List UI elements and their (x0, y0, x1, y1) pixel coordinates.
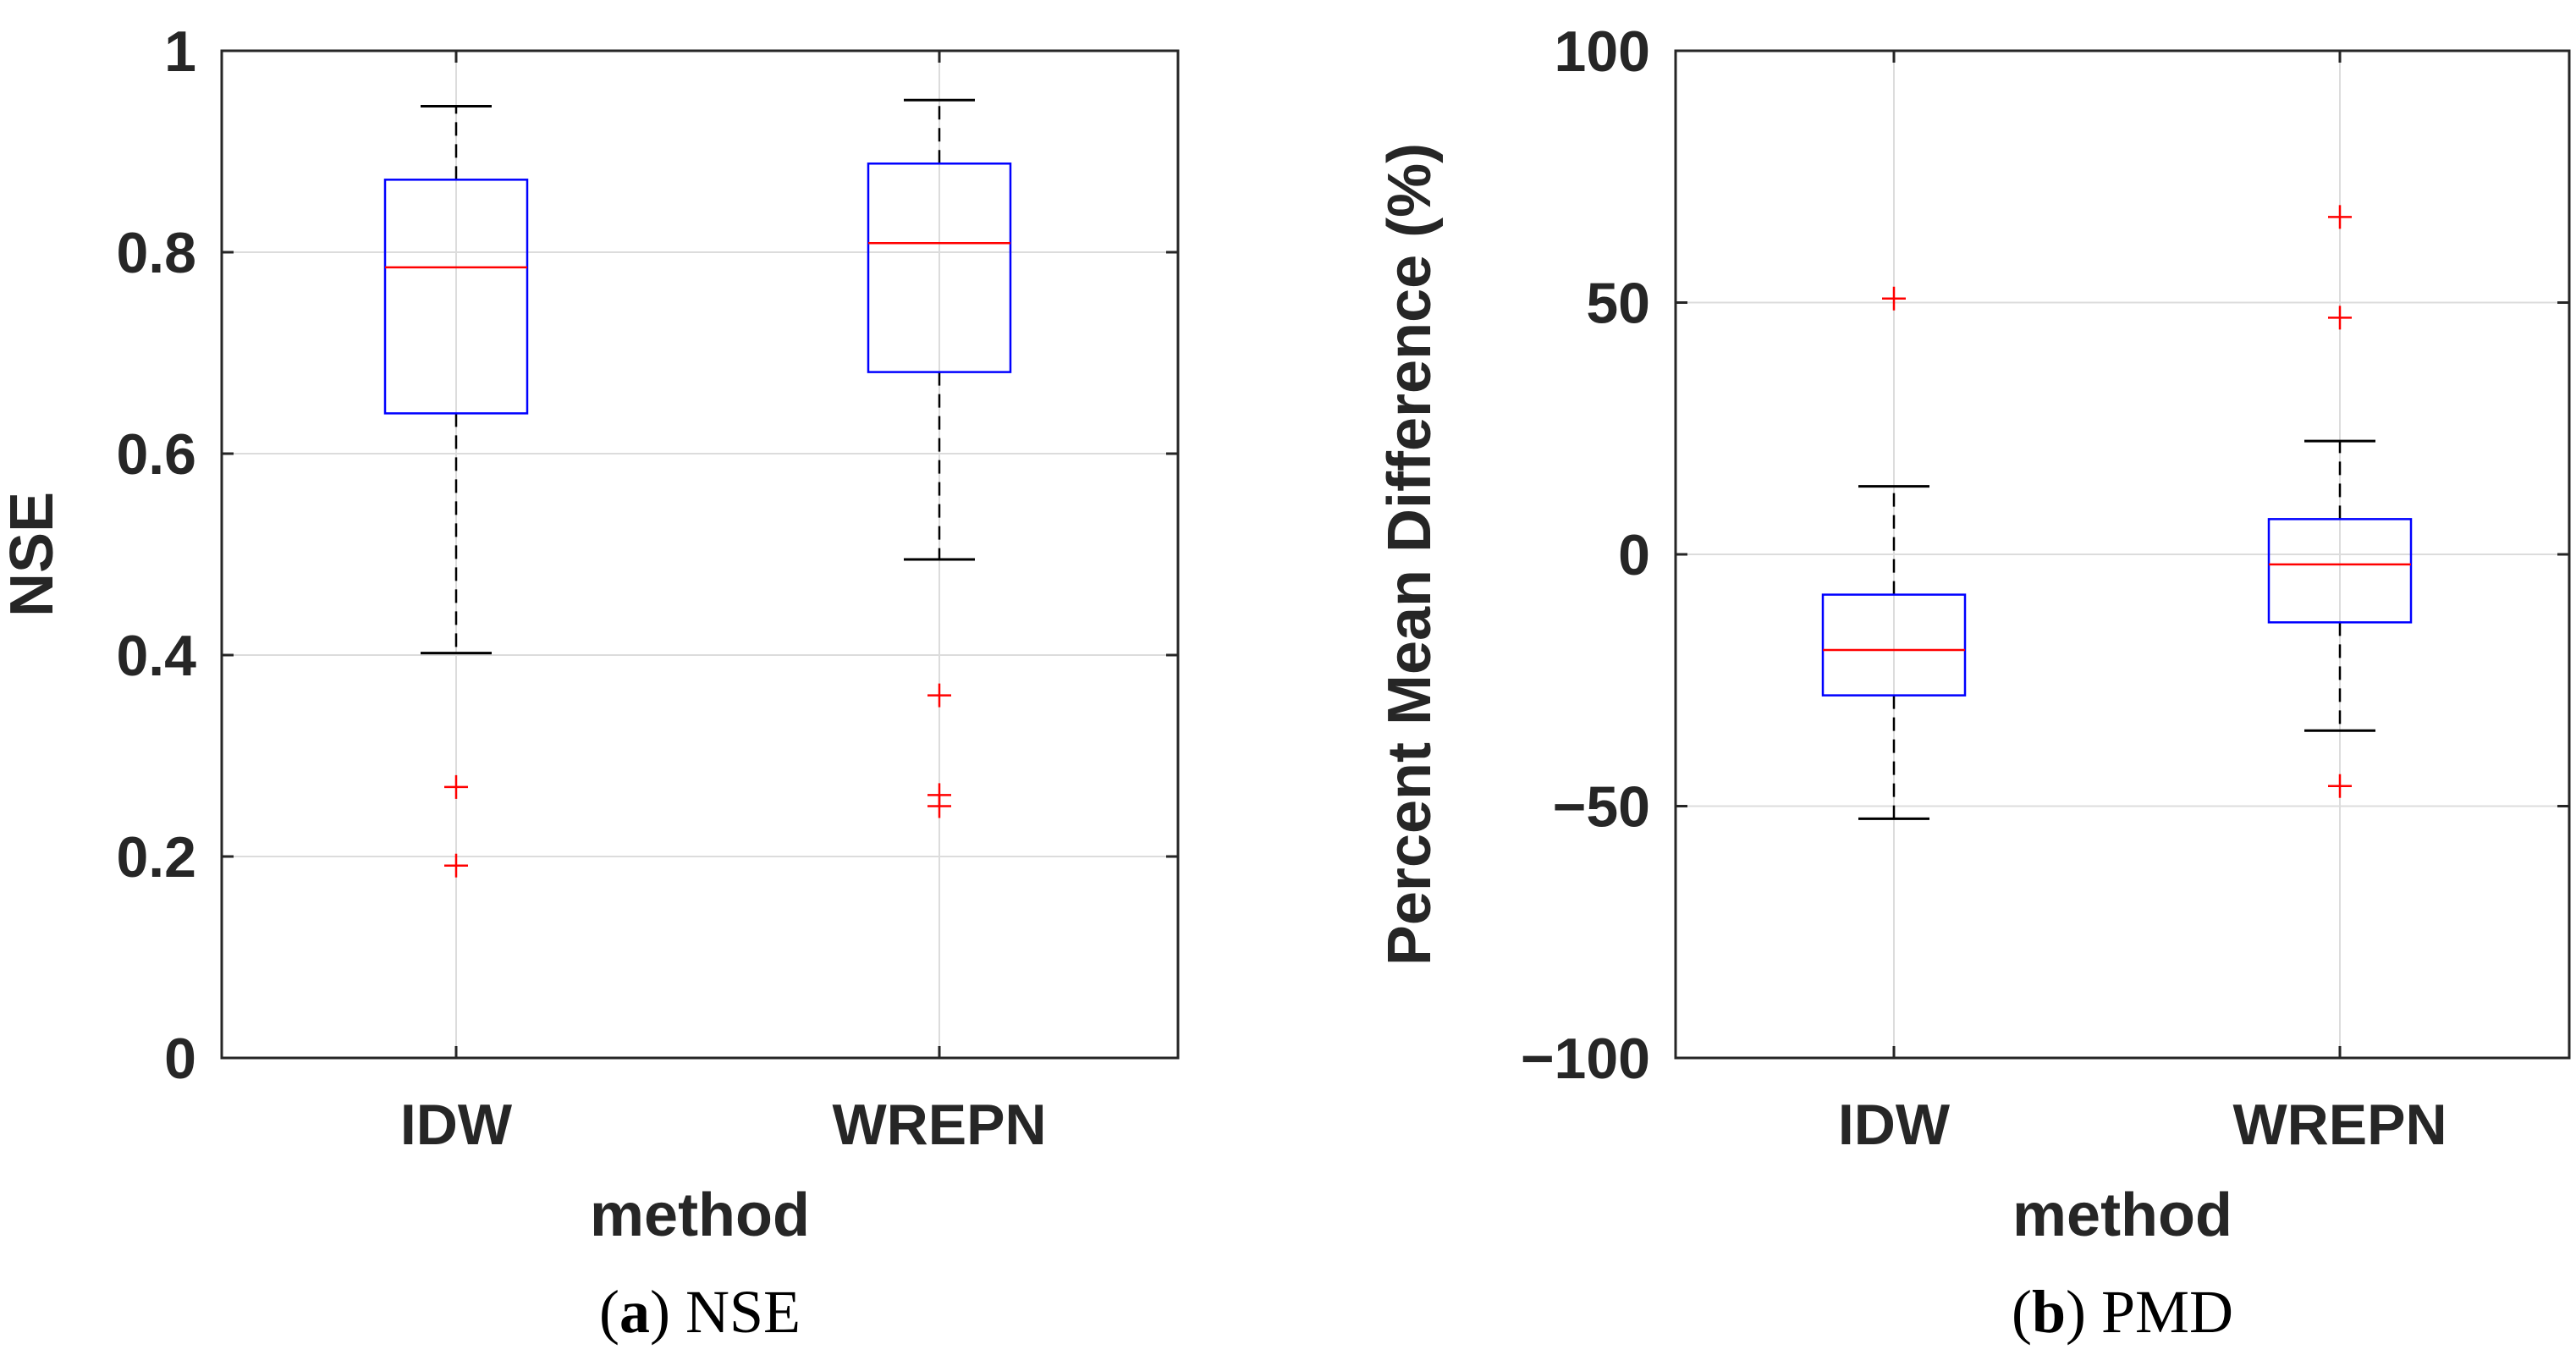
outlier-marker (2328, 306, 2352, 330)
caption-close-paren: ) (2066, 1278, 2101, 1346)
panel-a-ytick-label: 0 (164, 1027, 196, 1091)
outlier-marker (444, 774, 468, 799)
iqr-box (1821, 593, 1967, 697)
iqr-box (2267, 518, 2413, 624)
outlier-marker (2328, 774, 2352, 798)
caption-text: NSE (685, 1278, 801, 1346)
panel-b-box-idw (1821, 286, 1967, 820)
panel-a-box-idw (383, 104, 529, 878)
caption-close-paren: ) (650, 1278, 685, 1346)
iqr-box (867, 162, 1012, 373)
panel-a-xtick-label-idw: IDW (400, 1093, 513, 1157)
panel-b-ytick-label: 100 (1555, 19, 1650, 84)
panel-b-ytick-label: −50 (1553, 775, 1650, 840)
caption-open-paren: ( (2012, 1278, 2032, 1346)
panel-a-ytick-label: 0.4 (116, 624, 196, 688)
panel-b-box-wrepn (2267, 205, 2413, 798)
outlier-marker (2328, 205, 2352, 229)
panel-a-xtick-label-wrepn: WREPN (832, 1093, 1046, 1157)
outlier-marker (1882, 286, 1906, 311)
panel-a-ytick-label: 0.8 (116, 221, 196, 285)
panel-b-ytick-label: 50 (1586, 272, 1650, 336)
caption-tag: b (2032, 1278, 2066, 1346)
outlier-marker (927, 683, 951, 708)
caption-text: PMD (2101, 1278, 2233, 1346)
caption-open-paren: ( (599, 1278, 619, 1346)
panel-a-ytick-label: 0.6 (116, 422, 196, 487)
panel-b-ytick-label: 0 (1618, 523, 1650, 587)
panel-b-caption: (b) PMD (2012, 1278, 2233, 1346)
panel-b-xtick-label-idw: IDW (1838, 1093, 1951, 1157)
panel-b-ytick-label: −100 (1521, 1027, 1650, 1091)
iqr-box (383, 179, 529, 415)
panel-a-ylabel: NSE (0, 492, 66, 617)
panel-a-nse: 0 0.2 0.4 0.6 0.8 1 IDW WREPN NSE method (a) NSE (0, 19, 1180, 1346)
outlier-marker (927, 794, 951, 818)
outlier-marker (444, 853, 468, 878)
panel-a-ytick-label: 1 (164, 19, 196, 84)
panel-b-ylabel: Percent Mean Difference (%) (1376, 143, 1444, 966)
panel-a-box-wrepn (867, 98, 1012, 818)
panel-b-pmd: −100 −50 0 50 100 IDW WREPN Percent Mean Differ… (1376, 19, 2571, 1346)
panel-b-xlabel: method (2012, 1181, 2232, 1249)
panel-a-axes-frame (220, 49, 1180, 1060)
panel-b-xtick-label-wrepn: WREPN (2232, 1093, 2447, 1157)
panel-a-ytick-label: 0.2 (116, 825, 196, 890)
caption-tag: a (619, 1278, 650, 1346)
panel-a-caption: (a) NSE (599, 1278, 801, 1346)
panel-a-xlabel: method (590, 1181, 810, 1249)
